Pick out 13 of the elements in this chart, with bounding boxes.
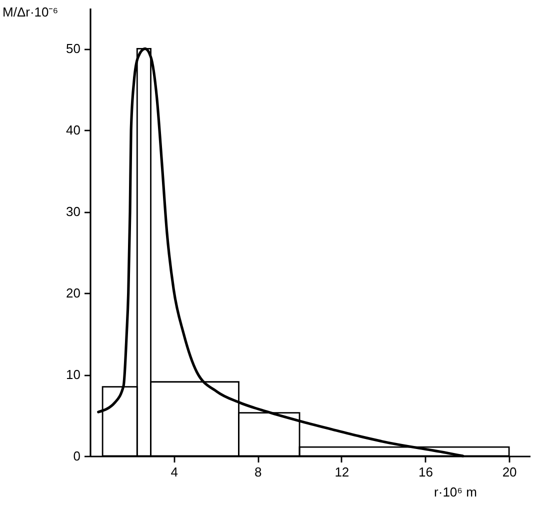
y-tick-label: 10: [66, 367, 80, 382]
y-tick-label: 30: [66, 204, 80, 220]
y-axis-title: M/Δr·10⁻⁶: [2, 4, 58, 20]
y-tick-label: 20: [66, 286, 80, 301]
x-tick-label: 12: [334, 464, 350, 480]
y-tick-label: 0: [73, 448, 80, 464]
x-tick-label: 20: [502, 464, 517, 480]
x-tick-label: 4: [170, 464, 178, 480]
x-tick-label: 16: [418, 464, 433, 480]
y-tick-label: 40: [66, 122, 80, 138]
y-tick-label: 50: [66, 41, 80, 56]
x-axis-title: r·10⁶ m: [434, 484, 477, 500]
x-tick-label: 8: [254, 464, 262, 480]
